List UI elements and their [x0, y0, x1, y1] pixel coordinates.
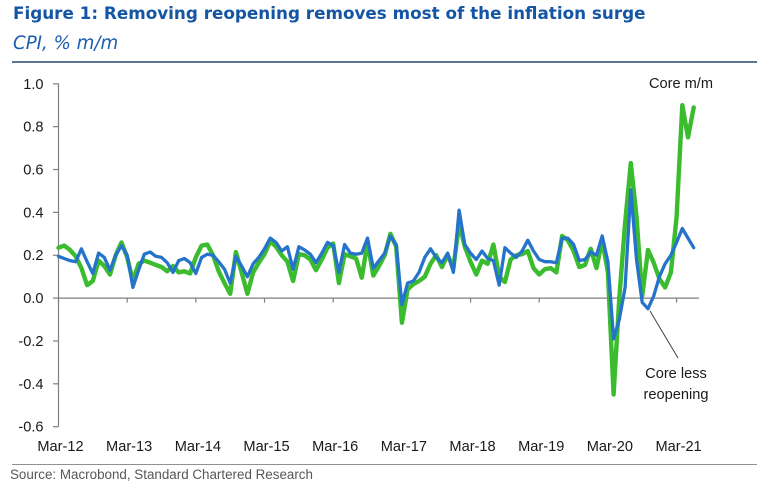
- x-tick-label: Mar-16: [312, 439, 358, 455]
- x-tick-label: Mar-13: [106, 439, 152, 455]
- y-tick-label: 0.8: [23, 120, 43, 136]
- y-tick-label: -0.4: [18, 377, 43, 393]
- x-tick-label: Mar-15: [243, 439, 289, 455]
- x-tick-label: Mar-21: [655, 439, 701, 455]
- x-tick-label: Mar-17: [381, 439, 427, 455]
- x-tick-label: Mar-20: [587, 439, 633, 455]
- figure-title: Figure 1: Removing reopening removes mos…: [13, 3, 646, 23]
- core-less-series-label: Core less reopening: [643, 366, 709, 403]
- footer-rule: [12, 464, 757, 465]
- core-series-label: Core m/m: [648, 76, 714, 92]
- y-tick-label: 0.6: [23, 163, 43, 179]
- core-less-reopening-line: [56, 188, 696, 341]
- y-tick-label: -0.6: [18, 420, 43, 436]
- y-tick-label: 0.4: [23, 205, 43, 221]
- y-tick-label: -0.2: [18, 334, 43, 350]
- y-tick-label: 0.0: [23, 291, 43, 307]
- y-tick-label: 1.0: [23, 77, 43, 93]
- x-tick-label: Mar-12: [37, 439, 83, 455]
- y-tick-label: 0.2: [23, 248, 43, 264]
- figure-subtitle: CPI, % m/m: [13, 33, 119, 54]
- x-tick-label: Mar-19: [518, 439, 564, 455]
- source-line: Source: Macrobond, Standard Chartered Re…: [10, 467, 313, 482]
- x-tick-label: Mar-18: [449, 439, 495, 455]
- annotation-leader-line: [649, 310, 679, 359]
- header-rule: [12, 61, 757, 63]
- x-tick-label: Mar-14: [175, 439, 221, 455]
